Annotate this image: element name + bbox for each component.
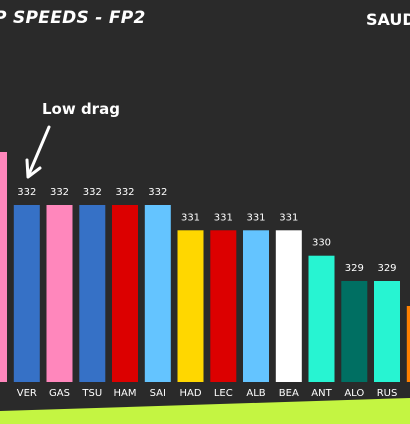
x-tick-labels-group: DVERGASTSUHAMSAIHADLECALBBEAANTALORUS [17, 388, 398, 399]
annotation-arrow [27, 125, 51, 176]
bar-alo [341, 281, 368, 382]
value-label-gas: 332 [50, 187, 69, 198]
value-label-ver: 332 [17, 187, 36, 198]
tick-label-lec: LEC [214, 388, 233, 399]
value-label-bea: 331 [279, 212, 298, 223]
value-label-sai: 332 [148, 187, 167, 198]
bar-alb [243, 230, 269, 382]
tick-label-sai: SAI [150, 388, 166, 399]
value-label-rus: 329 [377, 263, 396, 274]
bar-lec [210, 230, 237, 382]
bar-d [0, 152, 7, 382]
tick-label-bea: BEA [279, 388, 299, 399]
bar-partial [406, 306, 410, 382]
tick-label-ver: VER [17, 388, 37, 399]
tick-label-alb: ALB [246, 388, 265, 399]
value-label-had: 331 [181, 212, 200, 223]
chart-title: P SPEEDS - FP2 [0, 8, 146, 28]
bar-sai [144, 205, 171, 382]
tick-label-ant: ANT [311, 388, 332, 399]
annotation-arrowhead [25, 158, 42, 179]
tick-label-ham: HAM [114, 388, 137, 399]
bar-ver [13, 205, 40, 382]
value-label-tsu: 332 [83, 187, 102, 198]
bar-had [177, 230, 204, 382]
value-label-alo: 329 [345, 263, 364, 274]
bar-gas [46, 205, 73, 382]
value-label-lec: 331 [214, 212, 233, 223]
bottom-accent-stripe [0, 398, 410, 424]
bar-ant [308, 255, 335, 382]
tick-label-had: HAD [179, 388, 201, 399]
tick-label-alo: ALO [344, 388, 364, 399]
annotation-low-drag: Low drag [42, 100, 120, 118]
tick-label-tsu: TSU [81, 388, 102, 399]
event-label: SAUD [366, 10, 410, 29]
tick-label-gas: GAS [49, 388, 70, 399]
value-label-alb: 331 [246, 212, 265, 223]
bar-tsu [79, 205, 106, 382]
bar-bea [275, 230, 302, 382]
bar-rus [374, 281, 400, 382]
bars-group [0, 152, 410, 382]
value-label-ant: 330 [312, 238, 331, 249]
bar-ham [112, 205, 138, 382]
value-labels-group: 332 332 332 332 332 331 331 331 331 330 329 329 [17, 187, 396, 274]
value-label-ham: 332 [115, 187, 134, 198]
tick-label-rus: RUS [377, 388, 398, 399]
